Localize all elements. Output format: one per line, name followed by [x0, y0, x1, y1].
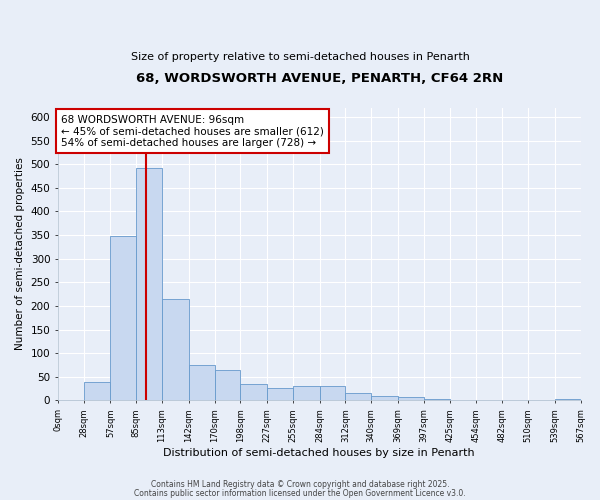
Y-axis label: Number of semi-detached properties: Number of semi-detached properties — [15, 158, 25, 350]
Bar — [189, 364, 215, 400]
Bar — [371, 396, 398, 400]
Bar — [293, 386, 320, 400]
Bar — [84, 382, 110, 400]
Text: Contains public sector information licensed under the Open Government Licence v3: Contains public sector information licen… — [134, 488, 466, 498]
Bar — [320, 386, 346, 400]
X-axis label: Distribution of semi-detached houses by size in Penarth: Distribution of semi-detached houses by … — [163, 448, 475, 458]
Text: Size of property relative to semi-detached houses in Penarth: Size of property relative to semi-detach… — [131, 52, 469, 62]
Title: 68, WORDSWORTH AVENUE, PENARTH, CF64 2RN: 68, WORDSWORTH AVENUE, PENARTH, CF64 2RN — [136, 72, 503, 86]
Bar — [136, 168, 162, 400]
Bar — [267, 388, 293, 400]
Bar — [110, 236, 136, 400]
Bar — [241, 384, 267, 400]
Bar — [346, 393, 371, 400]
Text: 68 WORDSWORTH AVENUE: 96sqm
← 45% of semi-detached houses are smaller (612)
54% : 68 WORDSWORTH AVENUE: 96sqm ← 45% of sem… — [61, 114, 323, 148]
Bar — [162, 299, 189, 400]
Bar — [398, 396, 424, 400]
Bar — [215, 370, 241, 400]
Text: Contains HM Land Registry data © Crown copyright and database right 2025.: Contains HM Land Registry data © Crown c… — [151, 480, 449, 489]
